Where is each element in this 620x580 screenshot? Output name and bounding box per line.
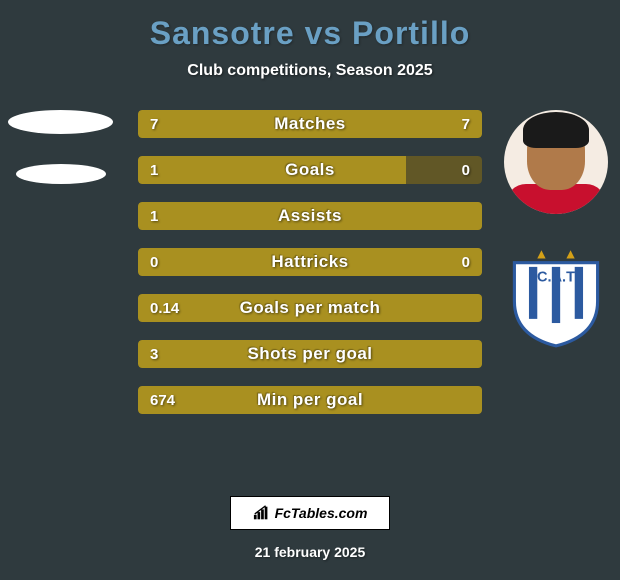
right-player-avatar bbox=[504, 110, 608, 214]
stat-bar: Goals per match0.14 bbox=[138, 294, 482, 322]
stat-bar: Goals1 0 bbox=[138, 156, 482, 184]
page-title: Sansotre vs Portillo bbox=[150, 15, 471, 52]
left-avatar-placeholder-1 bbox=[8, 110, 113, 134]
bar-label: Assists bbox=[138, 202, 482, 230]
bar-label: Hattricks bbox=[138, 248, 482, 276]
bar-value-left: 674 bbox=[150, 386, 175, 414]
footer: FcTables.com 21 february 2025 bbox=[0, 496, 620, 580]
hair-shape bbox=[523, 112, 589, 148]
bar-label: Shots per goal bbox=[138, 340, 482, 368]
left-avatar-placeholder-2 bbox=[16, 164, 106, 184]
bar-value-left: 0.14 bbox=[150, 294, 179, 322]
footer-date: 21 february 2025 bbox=[255, 544, 366, 560]
bar-value-right: 7 bbox=[462, 110, 470, 138]
bar-value-left: 3 bbox=[150, 340, 158, 368]
stat-bar: Min per goal674 bbox=[138, 386, 482, 414]
bar-label: Goals per match bbox=[138, 294, 482, 322]
stat-bar: Matches7 7 bbox=[138, 110, 482, 138]
right-club-badge: C.A.T bbox=[504, 244, 608, 348]
brand-text: FcTables.com bbox=[275, 505, 368, 521]
stat-bar: Hattricks0 0 bbox=[138, 248, 482, 276]
stats-bars: Matches77Goals10Assists1Hattricks00Goals… bbox=[138, 110, 482, 414]
bar-label: Min per goal bbox=[138, 386, 482, 414]
club-crest-icon: C.A.T bbox=[504, 244, 608, 348]
bar-value-left: 1 bbox=[150, 156, 158, 184]
bar-value-left: 0 bbox=[150, 248, 158, 276]
main-area: C.A.T Matches77Goals10Assists1Hattricks0… bbox=[0, 110, 620, 486]
stat-bar: Assists1 bbox=[138, 202, 482, 230]
svg-text:C.A.T: C.A.T bbox=[537, 269, 575, 285]
left-player-column bbox=[8, 110, 113, 184]
brand-box: FcTables.com bbox=[230, 496, 390, 530]
subtitle: Club competitions, Season 2025 bbox=[187, 62, 432, 80]
bar-value-right: 0 bbox=[462, 248, 470, 276]
bar-label: Goals bbox=[138, 156, 482, 184]
stat-bar: Shots per goal3 bbox=[138, 340, 482, 368]
bar-value-right: 0 bbox=[462, 156, 470, 184]
bar-value-left: 1 bbox=[150, 202, 158, 230]
right-player-column: C.A.T bbox=[500, 110, 612, 348]
bar-label: Matches bbox=[138, 110, 482, 138]
brand-chart-icon bbox=[253, 505, 271, 521]
bar-value-left: 7 bbox=[150, 110, 158, 138]
infographic-container: Sansotre vs Portillo Club competitions, … bbox=[0, 0, 620, 580]
